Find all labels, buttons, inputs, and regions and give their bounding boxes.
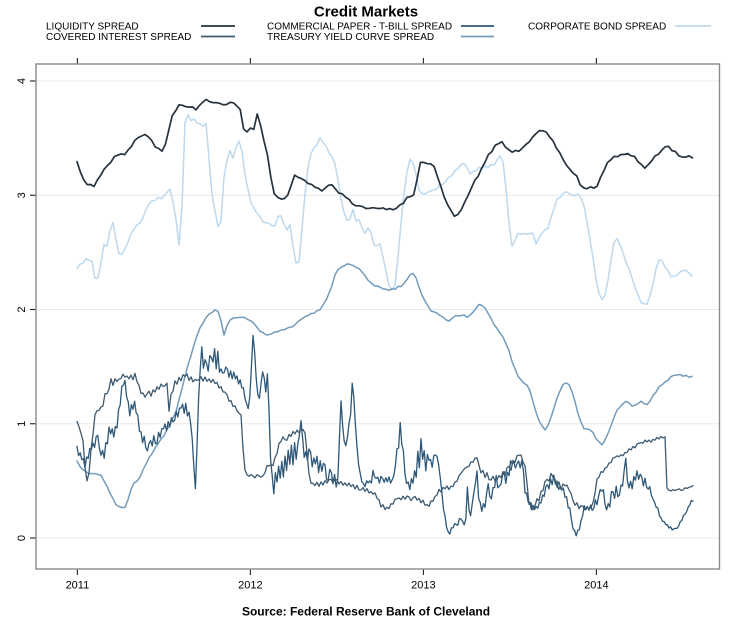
svg-text:3: 3 <box>16 192 28 198</box>
svg-text:2013: 2013 <box>411 580 435 592</box>
svg-text:0: 0 <box>16 535 28 541</box>
svg-text:LIQUIDITY SPREAD: LIQUIDITY SPREAD <box>46 22 139 33</box>
svg-text:2012: 2012 <box>238 580 262 592</box>
svg-text:4: 4 <box>16 78 28 84</box>
svg-text:2014: 2014 <box>584 580 608 592</box>
svg-text:CORPORATE BOND SPREAD: CORPORATE BOND SPREAD <box>528 22 666 33</box>
svg-text:TREASURY YIELD CURVE SPREAD: TREASURY YIELD CURVE SPREAD <box>267 32 434 43</box>
svg-text:1: 1 <box>16 421 28 427</box>
svg-text:2011: 2011 <box>66 580 90 592</box>
svg-text:Source: Federal Reserve Bank o: Source: Federal Reserve Bank of Clevelan… <box>242 605 490 619</box>
svg-text:COVERED INTEREST SPREAD: COVERED INTEREST SPREAD <box>46 32 191 43</box>
svg-text:COMMERCIAL PAPER - T-BILL SPRE: COMMERCIAL PAPER - T-BILL SPREAD <box>267 22 452 33</box>
svg-text:2: 2 <box>16 306 28 312</box>
svg-text:Credit Markets: Credit Markets <box>314 4 418 21</box>
